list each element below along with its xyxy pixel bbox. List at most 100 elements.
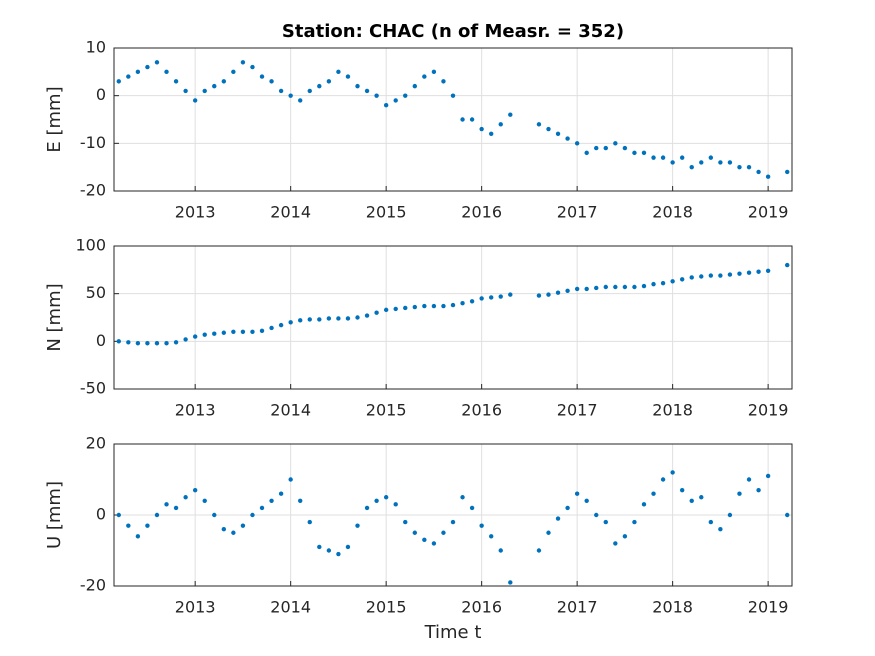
x-tick-label: 2016 [461,598,502,617]
point [403,519,408,525]
point [336,316,341,321]
point [460,301,465,306]
point [145,64,150,70]
point [164,341,169,346]
point [613,541,618,546]
point [221,527,227,532]
point [536,122,542,127]
point [403,305,408,311]
point [785,169,790,175]
point [126,523,131,528]
point [708,273,714,278]
point [699,160,704,165]
point [613,141,618,146]
point [622,534,628,539]
point [212,331,217,336]
point [173,505,179,511]
point [670,470,675,475]
point [565,136,570,141]
point [393,306,398,312]
point [737,164,742,170]
point [431,69,437,75]
x-axis-label: Time t [424,622,482,643]
point [546,126,551,132]
point [412,83,418,89]
point [689,164,694,170]
point [259,74,265,79]
y-tick-label: 0 [96,331,106,350]
point [422,74,427,79]
point [660,477,666,482]
x-tick-label: 2018 [652,598,693,617]
point [746,270,752,275]
point [603,519,608,525]
axes-box [113,245,793,390]
point [212,512,217,518]
point [498,548,503,553]
point [469,299,475,304]
point [651,491,656,496]
point [221,79,227,84]
point [231,329,236,334]
point [536,293,542,298]
point [278,88,284,94]
y-tick-label: -50 [80,379,106,398]
point [613,284,618,290]
point [584,286,589,292]
point [202,88,207,94]
point [727,160,733,165]
point [441,303,446,309]
point [651,281,656,287]
point [383,307,389,313]
point [574,286,580,292]
x-tick-label: 2017 [557,401,598,420]
point [536,548,542,553]
point [288,320,293,325]
point [699,495,704,500]
point [765,268,771,273]
point [364,505,370,511]
point [126,74,131,79]
point [154,341,160,346]
y-tick-label: 10 [86,38,106,57]
plot-area [114,246,792,389]
point [765,473,771,479]
point [574,491,580,496]
point [116,79,121,84]
point [364,88,370,94]
x-tick-label: 2014 [270,401,311,420]
plot-area [114,48,792,191]
point [221,330,227,335]
x-tick-label: 2015 [366,203,407,222]
point [641,283,647,289]
point [307,88,312,94]
point [383,495,389,500]
point [231,530,236,535]
point [594,145,599,151]
x-tick-label: 2018 [652,401,693,420]
point [326,316,332,321]
x-tick-label: 2018 [652,203,693,222]
point [298,98,303,103]
point [298,318,303,323]
point [737,491,742,496]
point [670,279,675,284]
point [135,341,141,346]
subplot: 2013 2014 2015 2016 2017 2018 2019 -50 0 50 100 N [… [44,236,793,420]
point [269,498,274,503]
point [689,275,694,280]
point [192,334,198,339]
point [708,519,714,525]
point [116,339,121,344]
y-tick-label: 20 [86,434,106,453]
y-tick-label: -20 [80,181,106,200]
point [307,519,312,525]
point [746,477,752,482]
point [250,512,255,518]
point [212,83,217,89]
point [584,150,589,156]
point [441,79,446,84]
point [594,285,599,291]
point [383,103,389,108]
